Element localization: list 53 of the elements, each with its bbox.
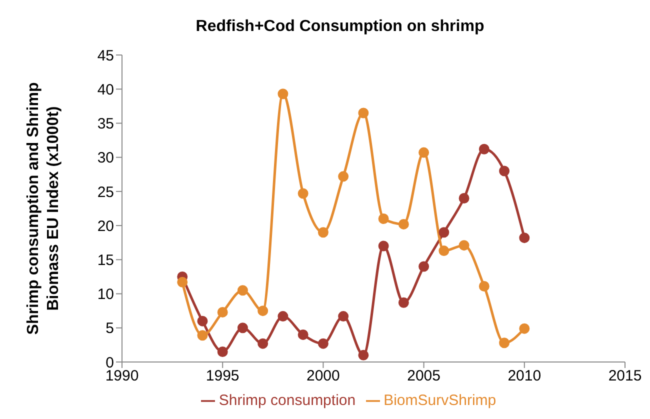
point <box>197 330 208 341</box>
y-axis-title: Shrimp consumption and Shrimp Biomass EU Index (x1000t) <box>25 82 62 335</box>
point <box>217 346 228 358</box>
y-tick-label: 5 <box>106 320 114 338</box>
point <box>478 144 490 154</box>
chart-title: Redfish+Cod Consumption on shrimp <box>194 18 486 36</box>
point <box>318 338 328 349</box>
point <box>458 240 470 251</box>
point <box>258 306 268 316</box>
y-tick-label: 25 <box>97 184 114 201</box>
point <box>398 297 409 308</box>
point <box>378 240 389 252</box>
x-tick-label: 2015 <box>608 368 642 385</box>
point <box>418 261 430 272</box>
point <box>278 88 288 100</box>
point <box>258 338 268 349</box>
point <box>378 213 389 224</box>
point <box>499 338 510 348</box>
point <box>499 166 510 176</box>
y-tick-label: 45 <box>97 47 114 64</box>
point <box>478 281 490 292</box>
point <box>519 232 530 244</box>
point <box>358 108 369 118</box>
y-tick-label: 35 <box>97 116 114 133</box>
point <box>438 246 450 256</box>
y-tick-label: 40 <box>97 81 114 98</box>
point <box>438 227 450 238</box>
point <box>298 188 308 199</box>
point <box>338 311 349 322</box>
y-tick-label: 20 <box>97 218 114 235</box>
point <box>197 316 208 326</box>
x-tick-label: 2005 <box>407 368 440 385</box>
point <box>298 329 308 340</box>
point <box>338 171 349 182</box>
y-tick-label: 10 <box>97 286 114 304</box>
point <box>398 218 409 230</box>
point <box>519 323 530 334</box>
point <box>237 285 248 296</box>
point <box>278 311 288 322</box>
point <box>177 276 188 288</box>
point <box>358 350 369 360</box>
point <box>237 322 248 334</box>
legend-label: Shrimp consumption <box>218 392 356 409</box>
point <box>217 306 228 318</box>
x-tick-label: 1995 <box>206 368 240 385</box>
point <box>458 193 470 204</box>
point <box>318 227 328 238</box>
y-tick-label: 30 <box>97 150 114 167</box>
legend-label: BiomSurvShrimp <box>384 392 496 409</box>
point <box>418 147 430 158</box>
x-tick-label: 2010 <box>508 368 542 385</box>
y-tick-label: 15 <box>97 252 114 269</box>
x-tick-label: 2000 <box>306 368 340 385</box>
